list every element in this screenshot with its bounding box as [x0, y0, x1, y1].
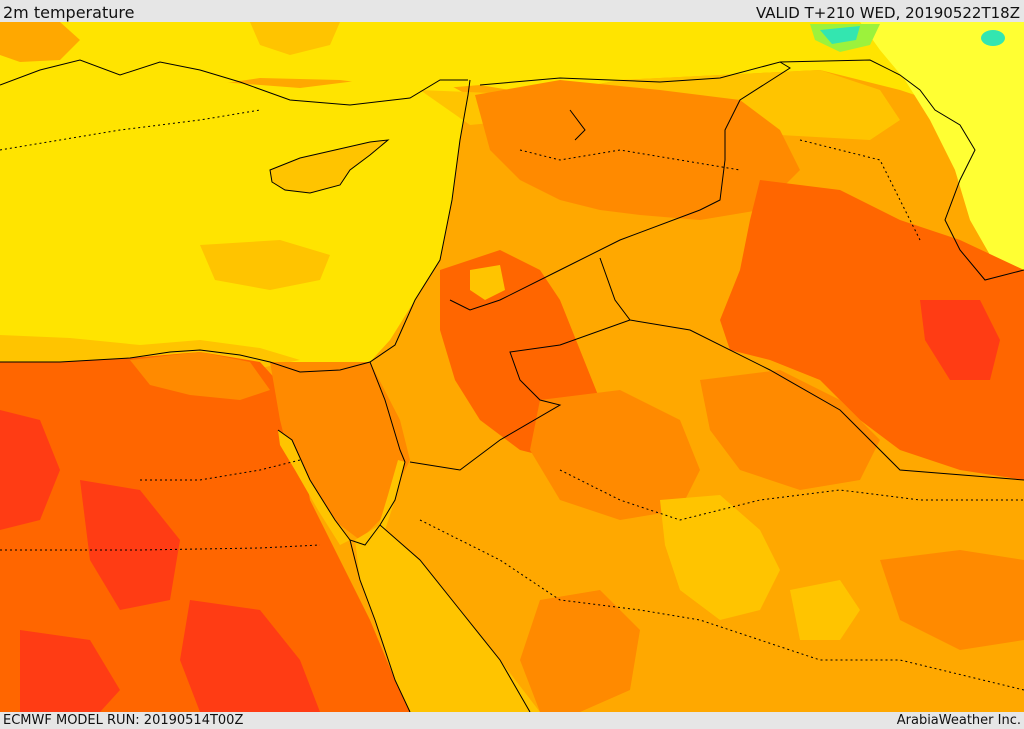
green-spot: [981, 30, 1005, 46]
syria-dark-orange: [475, 80, 800, 220]
region-borders: [0, 109, 1024, 691]
light-yellow-northeast-region: [860, 22, 1024, 270]
product-title: 2m temperature: [3, 3, 135, 22]
saudi-amber-2: [790, 580, 860, 640]
egypt-deep-red-3: [180, 600, 320, 712]
coastlines: [0, 59, 586, 712]
provider-credit: ArabiaWeather Inc.: [896, 713, 1021, 728]
anatolia-amber-patch: [0, 22, 80, 62]
anatolia-amber-patch-2: [250, 22, 340, 55]
levant-light-strip: [470, 265, 505, 300]
red-sea: [355, 525, 540, 712]
gulf-of-suez: [278, 430, 350, 545]
gulf-red-spot: [920, 300, 1000, 380]
header-bar: 2m temperature VALID T+210 WED, 20190522…: [0, 0, 1024, 22]
egypt-red: [0, 352, 410, 712]
iraq-red-orange: [720, 180, 1024, 480]
egypt-deep-red-2: [80, 480, 180, 610]
cyprus: [269, 139, 390, 194]
country-borders: [409, 59, 1024, 481]
valid-time: VALID T+210 WED, 20190522T18Z: [755, 4, 1020, 22]
sinai-orange: [270, 362, 410, 540]
egypt-deep-red-4: [20, 630, 120, 712]
egypt-deep-red-1: [0, 410, 60, 530]
temperature-map: [0, 22, 1024, 712]
nile-delta-orange: [130, 352, 270, 400]
saudi-dark-orange-3: [520, 590, 640, 712]
saudi-dark-orange-4: [880, 550, 1024, 650]
saudi-amber-1: [660, 495, 780, 620]
saudi-dark-orange-1: [530, 390, 700, 520]
footer-bar: ECMWF MODEL RUN: 20190514T00Z ArabiaWeat…: [0, 712, 1024, 729]
cyan-patch: [820, 26, 860, 44]
yellow-north-region: [0, 22, 1024, 120]
jordan-orange-tongue: [470, 190, 620, 330]
saudi-dark-orange-2: [700, 370, 880, 490]
gulf-of-aqaba: [378, 460, 405, 530]
model-run: ECMWF MODEL RUN: 20190514T00Z: [3, 713, 244, 728]
sea-amber-patch-1: [200, 240, 330, 290]
